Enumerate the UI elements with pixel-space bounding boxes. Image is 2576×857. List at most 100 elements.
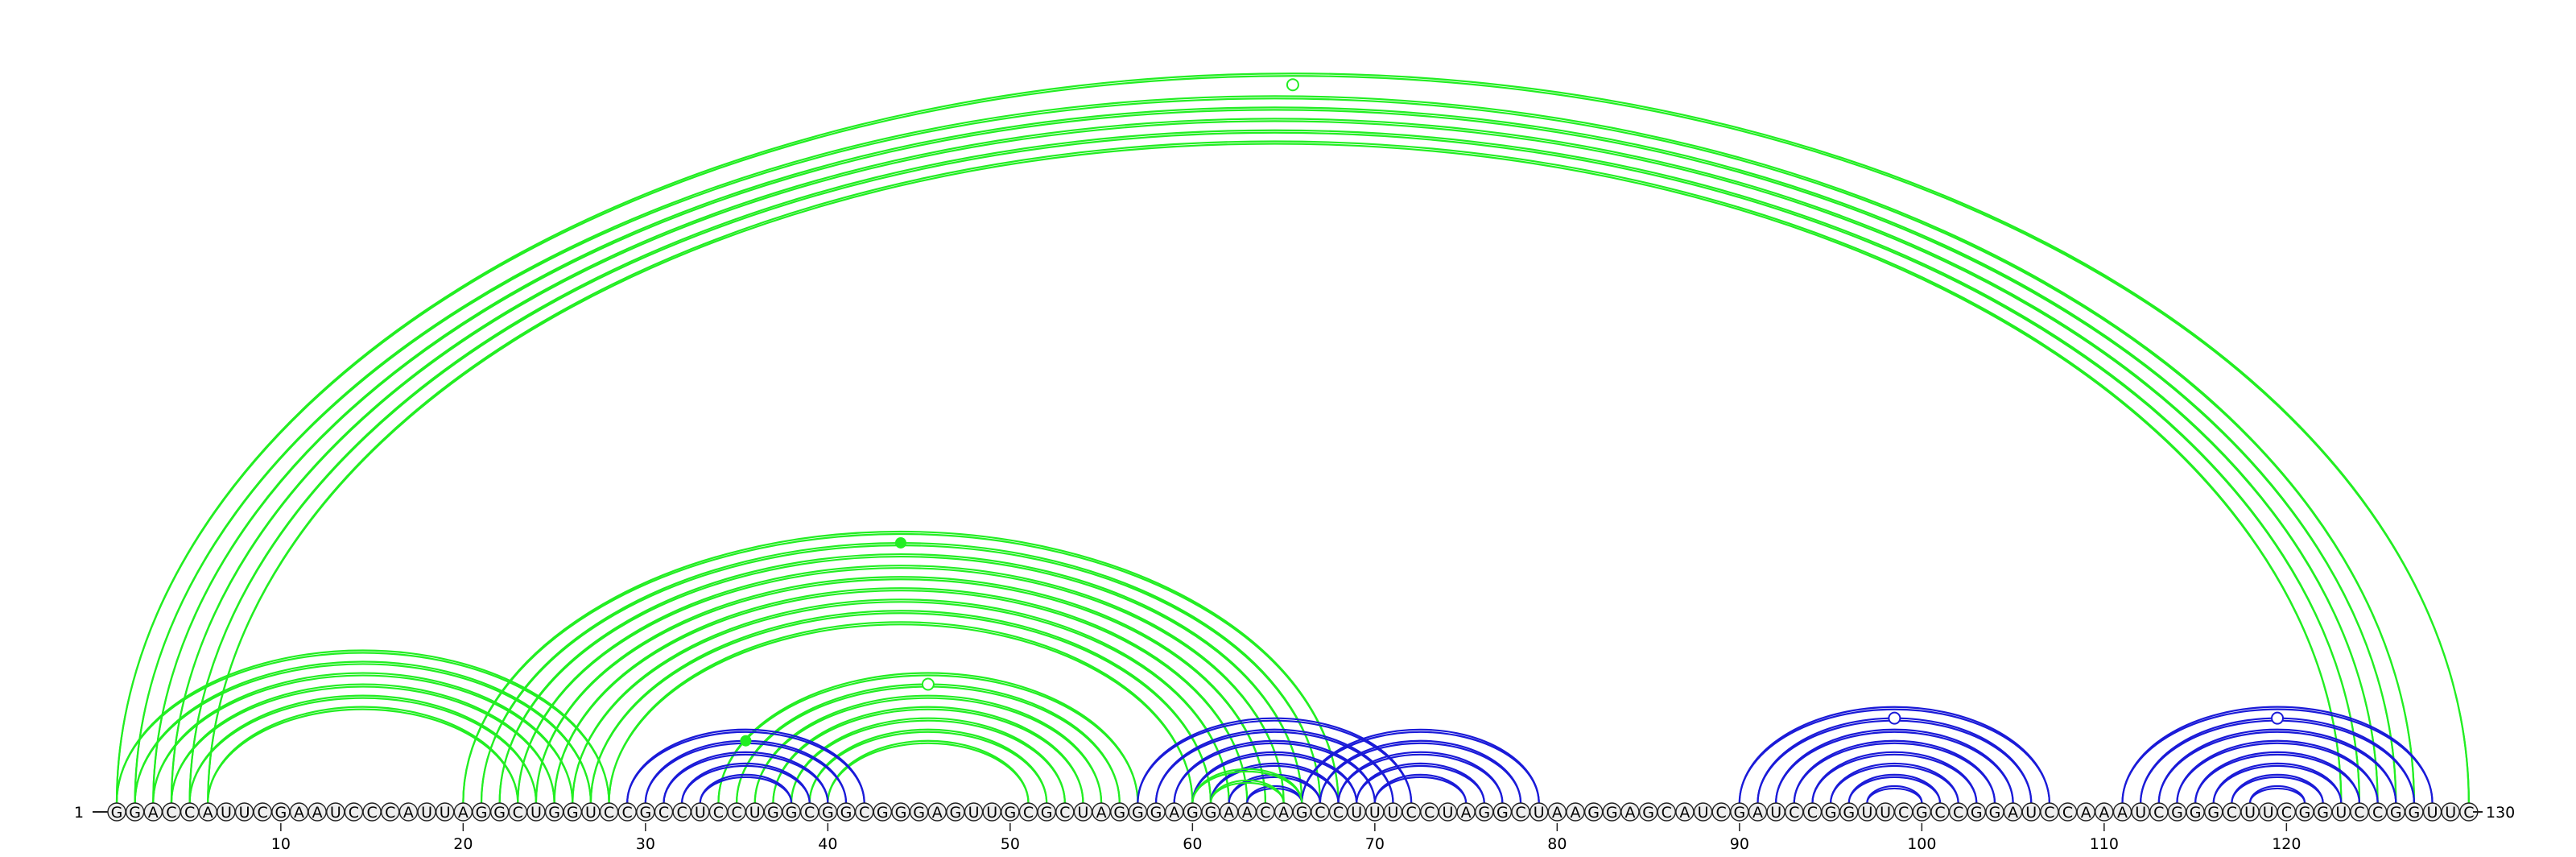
nucleotide-letter: U [1534, 804, 1545, 822]
nucleotide-letter: C [349, 804, 359, 822]
nucleotide: A [1566, 802, 1585, 822]
base-pair-arc [1866, 787, 1923, 804]
base-pair-arc [2194, 753, 2361, 804]
nucleotide: U [2258, 802, 2278, 822]
base-pair-arc [772, 708, 1084, 804]
nucleotide-letter: G [822, 804, 834, 822]
base-pair-arc [480, 541, 1321, 804]
nucleotide-letter: G [2299, 804, 2311, 822]
nucleotide-letter: A [203, 804, 213, 822]
nucleotide: C [1055, 802, 1075, 822]
base-pair-arc [170, 118, 2379, 804]
nucleotide: C [800, 802, 819, 822]
nucleotide: G [1201, 802, 1220, 822]
nucleotide-letter: A [458, 804, 469, 822]
nucleotide-letter: U [695, 804, 706, 822]
nucleotide-letter: C [731, 804, 741, 822]
nucleotide: U [964, 802, 984, 822]
nucleotide: C [2459, 802, 2479, 822]
nucleotide-letter: U [2263, 804, 2274, 822]
nucleotide-letter: G [1478, 804, 1490, 822]
nucleotide-letter: C [1789, 804, 1799, 822]
nucleotide: C [617, 802, 637, 822]
nucleotide: G [636, 802, 655, 822]
nucleotide-letter: C [622, 804, 633, 822]
nucleotide: U [326, 802, 345, 822]
nucleotide: A [1164, 802, 1184, 822]
nucleotide-letter: C [385, 804, 395, 822]
nucleotide-letter: A [1278, 804, 1289, 822]
nucleotide: C [727, 802, 746, 822]
base-pair-arc [717, 674, 1139, 804]
nucleotide: G [1730, 802, 1749, 822]
nucleotide: G [107, 802, 126, 822]
nucleotide: G [1475, 802, 1494, 822]
nucleotide: A [2003, 802, 2023, 822]
nucleotide: U [2021, 802, 2041, 822]
base-pair-arc [2121, 708, 2434, 804]
base-pair-arc [152, 674, 574, 804]
base-pair-arc [1319, 739, 1522, 804]
nucleotide-letter: U [2135, 804, 2146, 822]
base-pair-arc [1191, 770, 1303, 804]
nucleotide: G [1821, 802, 1840, 822]
nucleotide: G [472, 802, 491, 822]
nucleotide-letter: G [476, 804, 488, 822]
base-pair-arc [1337, 753, 1504, 804]
nucleotide-letter: A [1679, 804, 1690, 822]
nucleotide-letter: U [749, 804, 761, 822]
nucleotide: U [1438, 802, 1458, 822]
base-pair-arc [1847, 776, 1942, 804]
nucleotide-letter: A [312, 804, 323, 822]
nucleotide: C [2058, 802, 2078, 822]
base-pair-arc [170, 120, 2379, 804]
nucleotide: C [708, 802, 729, 822]
nucleotide-letter: A [403, 804, 414, 822]
nucleotide-letter: G [767, 804, 779, 822]
base-pair-arc [170, 685, 555, 804]
nucleotide: U [2331, 802, 2351, 822]
nucleotide: C [672, 802, 691, 822]
nucleotide-letter: C [1515, 804, 1525, 822]
nucleotide-letter: C [1315, 804, 1325, 822]
nucleotide: C [1657, 802, 1676, 822]
nucleotide: A [198, 802, 217, 822]
base-pair-arc [135, 96, 2414, 803]
nucleotide: G [1583, 802, 1604, 822]
nucleotide-letter: A [1169, 804, 1179, 822]
nucleotide: U [1876, 802, 1895, 822]
nucleotide-letter: C [713, 804, 724, 822]
base-pair-arc [753, 697, 1103, 804]
base-pair-arc [535, 578, 1267, 804]
nucleotide: C [2350, 802, 2369, 822]
nucleotide-letter: G [1989, 804, 2001, 822]
nucleotide-letter: A [1224, 804, 1234, 822]
nucleotide: G [563, 802, 582, 822]
tick-label: 10 [271, 835, 291, 853]
nucleotide: G [1638, 802, 1658, 822]
base-pair-arc [152, 109, 2397, 804]
base-pair-arc [462, 530, 1340, 804]
nucleotide: G [891, 802, 910, 822]
arc-markers [740, 78, 2285, 747]
nucleotide-letter: C [2372, 804, 2383, 822]
tick-label: 40 [818, 835, 837, 853]
nucleotide: U [1766, 802, 1785, 822]
nucleotide-letter: G [1843, 804, 1855, 822]
nucleotide: C [2040, 802, 2059, 822]
nucleotide-letter: G [786, 804, 798, 822]
nucleotide: C [1802, 802, 1823, 822]
tick-label: 90 [1730, 835, 1749, 853]
nucleotide: C [1930, 802, 1950, 822]
base-pair-arc [1793, 742, 1996, 804]
arc-marker [1888, 711, 1901, 725]
nucleotide: A [1274, 802, 1294, 822]
nucleotide: C [1785, 802, 1804, 822]
base-pair-arc [681, 764, 811, 804]
tick-label: 30 [636, 835, 655, 853]
base-pair-arc [589, 612, 1212, 804]
nucleotide: A [289, 802, 309, 822]
nucleotide-letter: G [1113, 804, 1125, 822]
base-pair-arc [135, 98, 2414, 803]
